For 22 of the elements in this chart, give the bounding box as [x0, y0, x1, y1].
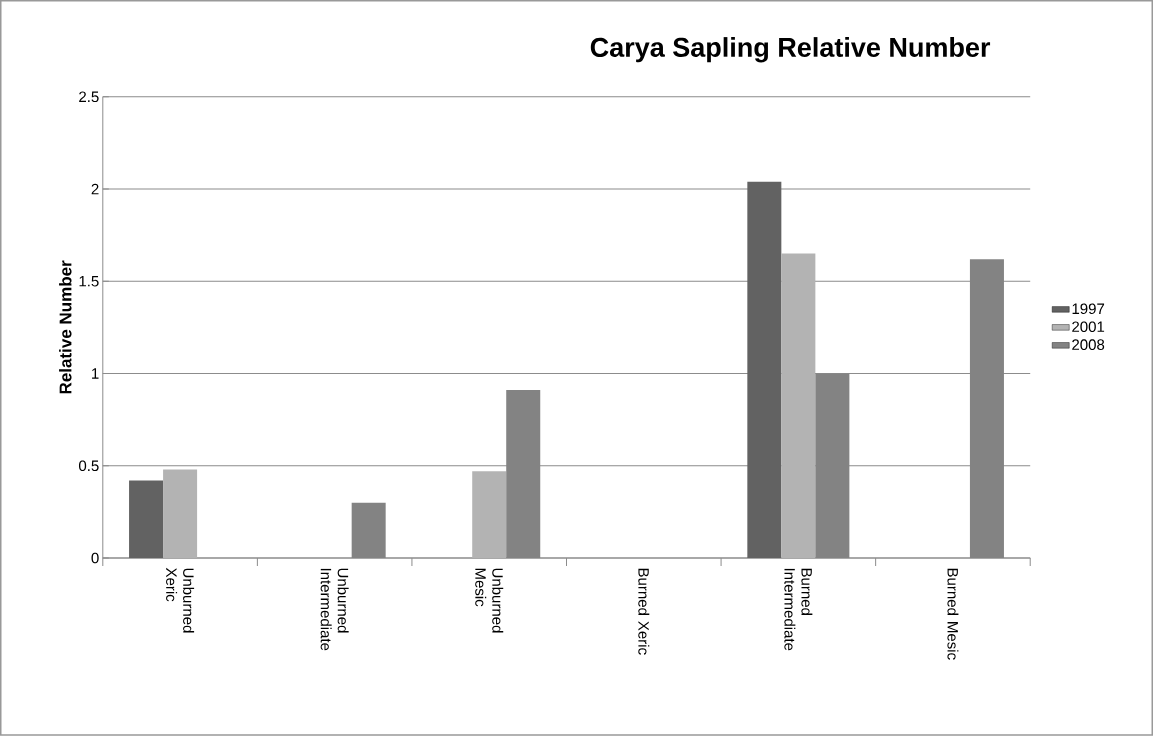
x-tick-label: Unburned Xeric — [166, 567, 195, 633]
bar — [781, 253, 816, 559]
y-tick-label: 2.5 — [79, 91, 99, 103]
x-tick-label: Unburned Mesic — [475, 568, 504, 633]
bar — [163, 469, 198, 559]
y-axis-title: Relative Number — [59, 260, 72, 394]
bar — [129, 480, 164, 559]
legend-label: 1997 — [1072, 303, 1105, 315]
y-tick-label: 0 — [91, 552, 99, 564]
legend-label: 2001 — [1072, 321, 1105, 333]
x-tick-label: Burned Intermediate — [784, 568, 813, 651]
bar — [747, 181, 782, 559]
y-tick-label: 2 — [91, 183, 99, 195]
chart-title: Carya Sapling Relative Number — [590, 37, 991, 63]
x-tick-label: Burned Mesic — [947, 568, 959, 660]
bar — [472, 471, 507, 559]
x-tick-label: Burned Xeric — [638, 568, 650, 655]
legend-label: 2008 — [1072, 339, 1105, 351]
x-tick-label: Unburned Intermediate — [320, 568, 349, 651]
y-tick-label: 0.5 — [78, 460, 99, 472]
y-tick-label: 1 — [92, 368, 99, 379]
y-tick-label: 1.5 — [79, 276, 99, 287]
